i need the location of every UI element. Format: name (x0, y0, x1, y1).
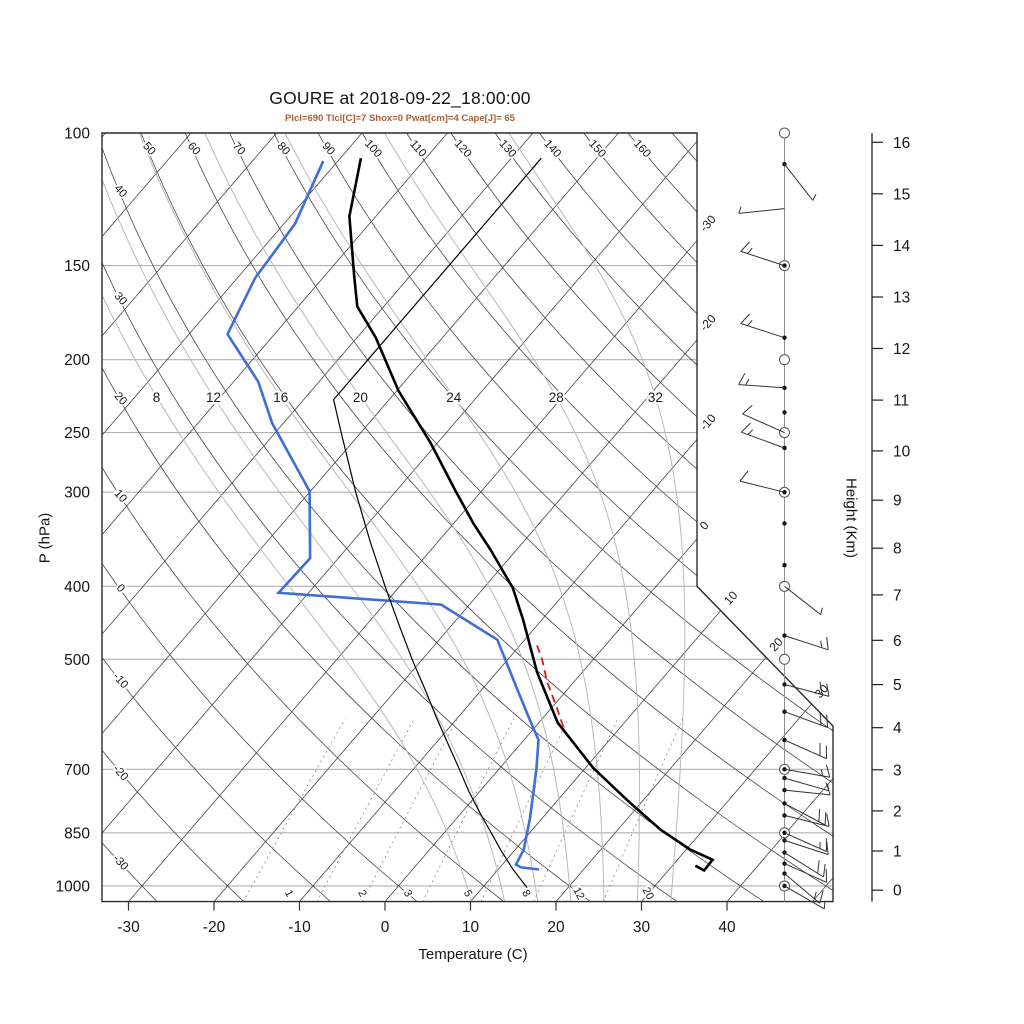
sounding-indices-subtitle: Plcl=690 Tlcl[C]=7 Shox=0 Pwat[cm]=4 Cap… (285, 113, 515, 124)
svg-text:700: 700 (64, 762, 90, 779)
svg-text:150: 150 (586, 138, 608, 160)
svg-text:30: 30 (111, 290, 128, 308)
svg-text:500: 500 (64, 652, 90, 669)
svg-text:50: 50 (140, 140, 157, 158)
svg-text:5: 5 (461, 888, 474, 899)
svg-text:0: 0 (114, 582, 127, 595)
svg-text:-10: -10 (110, 671, 130, 691)
svg-text:16: 16 (893, 135, 910, 152)
dewpoint-curve (226, 160, 540, 871)
svg-text:10: 10 (111, 488, 128, 506)
wind-barb-column (738, 127, 831, 910)
svg-text:60: 60 (185, 140, 202, 158)
svg-text:-10: -10 (697, 411, 719, 433)
temperature-axis-title: Temperature (C) (418, 946, 528, 963)
svg-text:80: 80 (275, 140, 292, 158)
svg-text:300: 300 (64, 485, 90, 502)
svg-text:0: 0 (381, 919, 390, 936)
svg-text:13: 13 (893, 289, 910, 306)
svg-text:20: 20 (111, 390, 128, 408)
svg-text:10: 10 (462, 919, 480, 936)
svg-text:850: 850 (64, 825, 90, 842)
svg-text:3: 3 (893, 762, 902, 779)
svg-text:400: 400 (64, 579, 90, 596)
svg-text:200: 200 (64, 352, 90, 369)
svg-text:28: 28 (549, 390, 564, 405)
svg-text:10: 10 (721, 588, 741, 608)
plot-boundary (101, 132, 834, 903)
svg-text:-10: -10 (288, 919, 311, 936)
svg-text:9: 9 (893, 493, 902, 510)
svg-text:140: 140 (541, 138, 563, 160)
svg-text:0: 0 (697, 518, 712, 533)
svg-text:14: 14 (893, 238, 911, 255)
svg-text:4: 4 (893, 720, 902, 737)
svg-text:8: 8 (519, 888, 532, 899)
svg-text:24: 24 (446, 390, 462, 405)
svg-text:15: 15 (893, 186, 910, 203)
svg-text:-30: -30 (117, 919, 140, 936)
svg-text:32: 32 (648, 390, 663, 405)
svg-text:100: 100 (362, 138, 384, 160)
svg-text:0: 0 (893, 883, 902, 900)
svg-text:70: 70 (230, 140, 247, 158)
parcel-cape-path-curve (535, 642, 565, 728)
svg-text:20: 20 (547, 919, 565, 936)
svg-text:1: 1 (282, 888, 295, 899)
svg-text:110: 110 (407, 138, 428, 160)
svg-text:1000: 1000 (56, 878, 91, 895)
svg-text:-20: -20 (203, 919, 226, 936)
temperature-curve (348, 157, 715, 873)
svg-text:40: 40 (111, 183, 128, 201)
reference-standard-atmosphere-curve (332, 157, 542, 888)
svg-text:2: 2 (355, 888, 368, 899)
svg-text:8: 8 (893, 541, 902, 558)
svg-text:6: 6 (893, 633, 902, 650)
svg-text:250: 250 (64, 425, 90, 442)
svg-text:11: 11 (893, 393, 909, 410)
svg-text:1: 1 (893, 844, 902, 861)
svg-text:20: 20 (766, 635, 786, 655)
svg-text:2: 2 (893, 803, 902, 820)
page-title: GOURE at 2018-09-22_18:00:00 (269, 88, 531, 108)
svg-text:8: 8 (153, 390, 161, 405)
svg-text:10: 10 (893, 443, 911, 460)
svg-text:12: 12 (206, 390, 221, 405)
svg-text:30: 30 (633, 919, 651, 936)
svg-text:40: 40 (718, 919, 736, 936)
skewt-background (102, 133, 833, 902)
svg-text:12: 12 (893, 341, 910, 358)
svg-text:12: 12 (570, 885, 586, 901)
svg-text:150: 150 (64, 258, 90, 275)
svg-text:5: 5 (893, 677, 902, 694)
svg-text:160: 160 (631, 138, 653, 160)
svg-text:7: 7 (893, 587, 902, 604)
svg-text:-20: -20 (697, 311, 719, 333)
svg-text:16: 16 (273, 390, 288, 405)
svg-text:100: 100 (64, 126, 90, 143)
svg-text:90: 90 (319, 140, 336, 158)
svg-text:20: 20 (353, 390, 368, 405)
svg-text:-30: -30 (697, 212, 719, 234)
svg-text:130: 130 (496, 138, 518, 160)
svg-text:120: 120 (452, 138, 474, 160)
